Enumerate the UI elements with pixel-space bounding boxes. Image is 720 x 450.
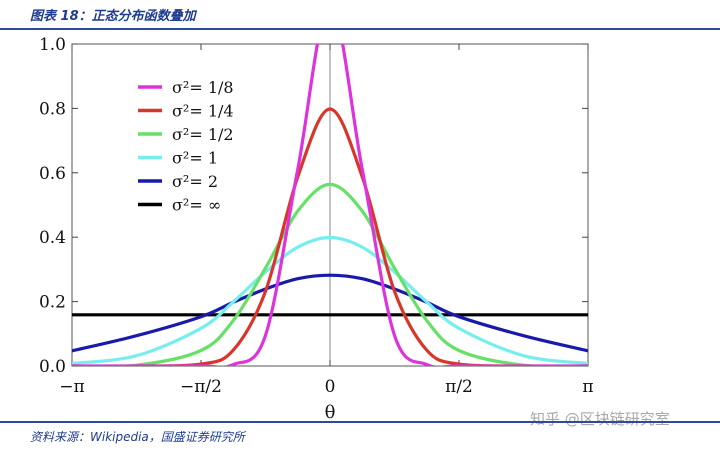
x-tick-label: 0 <box>325 377 336 397</box>
series-line <box>72 273 588 353</box>
legend-label: σ²= 1/4 <box>172 102 234 121</box>
x-axis-label: θ <box>325 402 336 420</box>
legend-label: σ²= 2 <box>172 172 218 191</box>
x-tick-label: π <box>582 377 593 397</box>
y-tick-label: 0.4 <box>39 228 66 248</box>
y-tick-label: 0.8 <box>39 99 66 119</box>
y-tick-label: 0.6 <box>39 164 66 184</box>
watermark: 知乎 @区块链研究室 <box>530 410 670 428</box>
y-tick-label: 1.0 <box>39 35 66 55</box>
figure-footer: 资料来源：Wikipedia，国盛证券研究所 <box>0 421 720 450</box>
line-chart: 0.0 0.2 0.4 0.6 0.8 1.0 −π −π/2 0 π/2 π θ σ²= 1/8 σ²=… <box>39 35 594 423</box>
figure-title: 图表 18：正态分布函数叠加 <box>30 9 196 24</box>
chart-area: 0.0 0.2 0.4 0.6 0.8 1.0 −π −π/2 0 π/2 π θ σ²= 1/8 σ²=… <box>0 30 720 423</box>
x-tick-label: −π <box>59 377 84 397</box>
legend-label: σ²= 1/8 <box>172 78 234 97</box>
y-tick-label: 0.2 <box>39 293 66 313</box>
x-tick-label: −π/2 <box>180 377 222 397</box>
series-line <box>72 107 588 366</box>
figure-header: 图表 18：正态分布函数叠加 <box>0 0 720 30</box>
x-tick-label: π/2 <box>445 377 473 397</box>
legend-label: σ²= 1/2 <box>172 125 234 144</box>
legend-label: σ²= ∞ <box>172 196 221 215</box>
source-note: 资料来源：Wikipedia，国盛证券研究所 <box>30 430 245 444</box>
series-line <box>72 182 588 366</box>
legend-label: σ²= 1 <box>172 149 218 168</box>
y-tick-label: 0.0 <box>39 357 66 377</box>
series-line <box>72 235 588 366</box>
